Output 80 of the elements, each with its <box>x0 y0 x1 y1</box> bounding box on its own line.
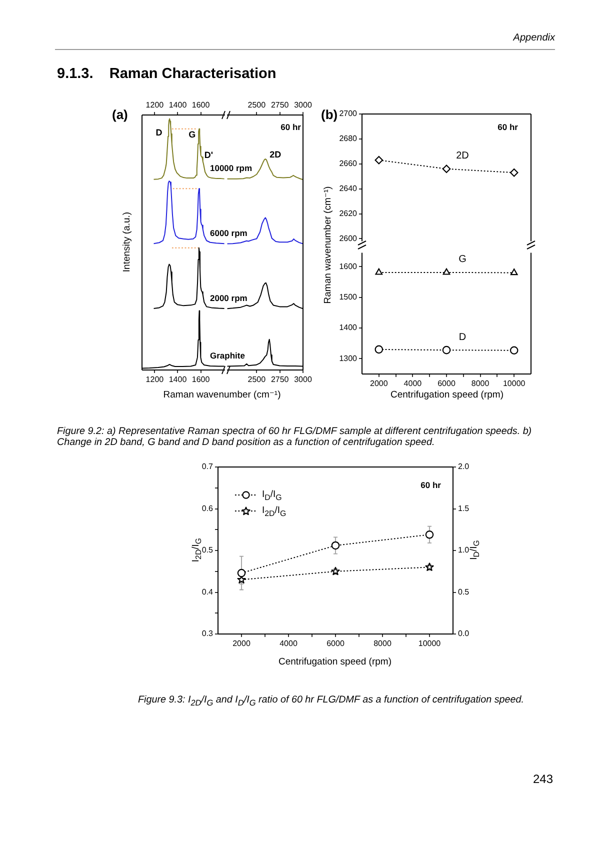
text: 243 <box>532 772 553 786</box>
y2-tick-label: 0.0 <box>458 629 470 638</box>
point <box>374 345 384 354</box>
y-tick-label: 0.4 <box>202 587 214 596</box>
y-tick-label: 2700 <box>339 109 358 118</box>
y-tick-label: 0.3 <box>202 629 214 638</box>
x-tick-label: 3000 <box>294 375 312 384</box>
x2-tick-label: 1400 <box>168 100 188 110</box>
x-tick-label: 6000 <box>326 639 345 648</box>
x2-tick-label: 1200 <box>146 100 164 110</box>
chart-title: (b) <box>321 107 338 123</box>
series-label: Graphite <box>210 350 246 361</box>
x-tick-label: 2000 <box>370 379 388 388</box>
point <box>442 346 451 354</box>
point <box>442 268 450 275</box>
annotation: D <box>156 127 163 138</box>
point <box>374 156 384 164</box>
legend-label: I$_{2D}$/I$_{G}$ <box>262 504 286 518</box>
caption: Figure 9.2: a) Representative Raman spectra of 60 hr FLG/DMF sample at different centrifugation speeds. b) Change in 2D band, G band and D band position as a function of centrifugation speed. <box>57 426 533 448</box>
x-tick-label: 1200 <box>146 375 164 384</box>
text: 9.1.3. Raman Characterisation <box>57 66 276 82</box>
x-axis-title: Centrifugation speed (rpm) <box>278 656 392 668</box>
point <box>375 268 383 275</box>
point <box>442 164 451 174</box>
annotation: G <box>188 129 196 140</box>
x-tick-label: 10000 <box>418 639 442 648</box>
x-tick-label: 8000 <box>374 639 392 648</box>
y2-tick-label: 2.0 <box>458 462 470 472</box>
x-tick-label: 2000 <box>232 639 251 648</box>
x-tick-label: 8000 <box>471 379 490 388</box>
point <box>237 568 246 578</box>
text: Appendix <box>513 32 555 44</box>
x-tick-label: 4000 <box>404 379 422 388</box>
y-tick-label: 0.7 <box>202 462 214 472</box>
y-tick-label: 2660 <box>339 159 358 168</box>
series-label: D <box>458 332 466 343</box>
x-tick-label: 10000 <box>502 379 526 388</box>
point <box>510 168 518 177</box>
x2-tick-label: 2750 <box>270 100 290 110</box>
y-tick-label: 1400 <box>339 323 358 332</box>
y-tick-label: 1300 <box>339 354 358 363</box>
y-tick-label: 1500 <box>339 292 358 302</box>
annotation: 2D <box>270 149 282 160</box>
x2-tick-label: 2500 <box>248 100 266 110</box>
series-label: 6000 rpm <box>210 228 248 238</box>
x-tick-label: 2750 <box>270 375 290 384</box>
y-tick-label: 2640 <box>339 184 358 194</box>
x-axis-title: Centrifugation speed (rpm) <box>390 389 504 401</box>
x-tick-label: 2500 <box>248 375 266 384</box>
annotation: 60 hr <box>498 122 518 132</box>
y2-tick-label: 1.5 <box>458 504 470 513</box>
y-axis-title: Raman wavenumber (cm⁻¹) <box>322 186 334 304</box>
x-tick-label: 4000 <box>280 639 298 648</box>
text: 60 hr <box>280 122 301 132</box>
series-label: G <box>458 254 467 266</box>
y-tick-label: 0.6 <box>202 504 214 513</box>
series-label: 2D <box>456 150 469 162</box>
y-tick-label: 2600 <box>339 234 358 243</box>
x-tick-label: 6000 <box>438 379 456 388</box>
x-axis-title: Raman wavenumber (cm⁻¹) <box>163 389 281 401</box>
series-label: 10000 rpm <box>210 163 252 174</box>
series-label: 2000 rpm <box>210 292 248 303</box>
annotation: 60 hr <box>420 480 441 490</box>
x2-tick-label: 3000 <box>294 100 312 110</box>
point <box>510 346 518 355</box>
point <box>331 541 340 550</box>
x-tick-label: 1400 <box>168 375 188 384</box>
point <box>425 530 434 539</box>
legend-label: I$_{D}$/I$_{G}$ <box>262 488 282 502</box>
chart-title: (a) <box>112 107 128 123</box>
y-tick-label: 2620 <box>339 208 358 218</box>
y-tick-label: 2680 <box>339 134 358 144</box>
text: Figure 9.3: I$_{2D}$/I$_{G}$ and I$_{D}$/I$_{G}$ ratio of 60 hr FLG/DMF as a function of centrifugation speed. <box>138 694 524 708</box>
y-axis-title: Intensity (a.u.) <box>121 212 133 272</box>
y2-tick-label: 0.5 <box>458 587 470 596</box>
annotation: D' <box>204 150 213 160</box>
y2-tick-label: 1.0 <box>458 546 470 555</box>
point <box>510 268 518 276</box>
y-tick-label: 1600 <box>339 262 358 271</box>
y-tick-label: 0.5 <box>202 546 214 555</box>
